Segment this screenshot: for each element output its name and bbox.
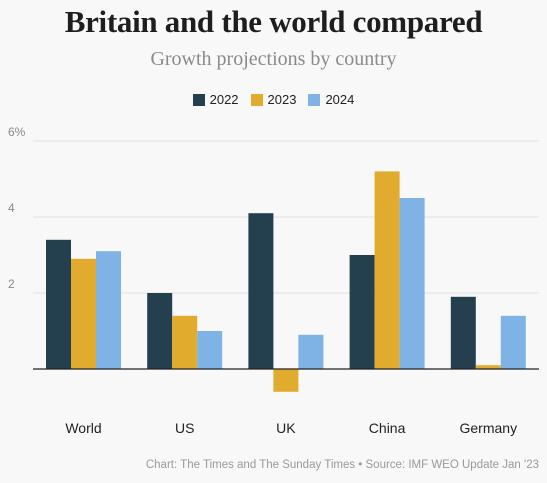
- legend-swatch-2024: [308, 93, 321, 106]
- chart-subtitle: Growth projections by country: [150, 48, 397, 70]
- bar: [248, 213, 274, 369]
- bar: [46, 239, 71, 369]
- y-tick-label: 6%: [8, 125, 26, 139]
- category-label: World: [65, 420, 101, 436]
- legend-label-2024: 2024: [325, 92, 355, 107]
- category-label: UK: [276, 420, 296, 436]
- legend: 2022 2023 2024: [0, 92, 547, 107]
- legend-label-2023: 2023: [267, 92, 297, 107]
- bar: [147, 293, 173, 369]
- bar: [197, 331, 223, 369]
- legend-item-2023: 2023: [250, 92, 297, 107]
- category-label: Germany: [460, 420, 518, 436]
- bar: [349, 255, 375, 369]
- bar: [450, 296, 476, 369]
- legend-swatch-2022: [192, 93, 205, 106]
- bar: [96, 251, 121, 369]
- chart-title: Britain and the world compared: [64, 4, 483, 39]
- category-label: US: [175, 420, 194, 436]
- legend-item-2022: 2022: [192, 92, 239, 107]
- y-tick-label: 2: [8, 277, 15, 291]
- bar: [172, 315, 198, 369]
- bar: [475, 365, 501, 369]
- y-tick-label: 4: [8, 201, 15, 215]
- bar: [374, 171, 400, 369]
- bar: [71, 258, 96, 369]
- bar: [500, 315, 526, 369]
- source-note: Chart: The Times and The Sunday Times • …: [145, 459, 539, 471]
- bar: [298, 334, 324, 369]
- legend-item-2024: 2024: [308, 92, 354, 107]
- bar: [273, 369, 299, 392]
- legend-label-2022: 2022: [209, 92, 239, 107]
- bar: [399, 198, 425, 369]
- legend-swatch-2023: [250, 93, 263, 106]
- category-label: China: [369, 420, 406, 436]
